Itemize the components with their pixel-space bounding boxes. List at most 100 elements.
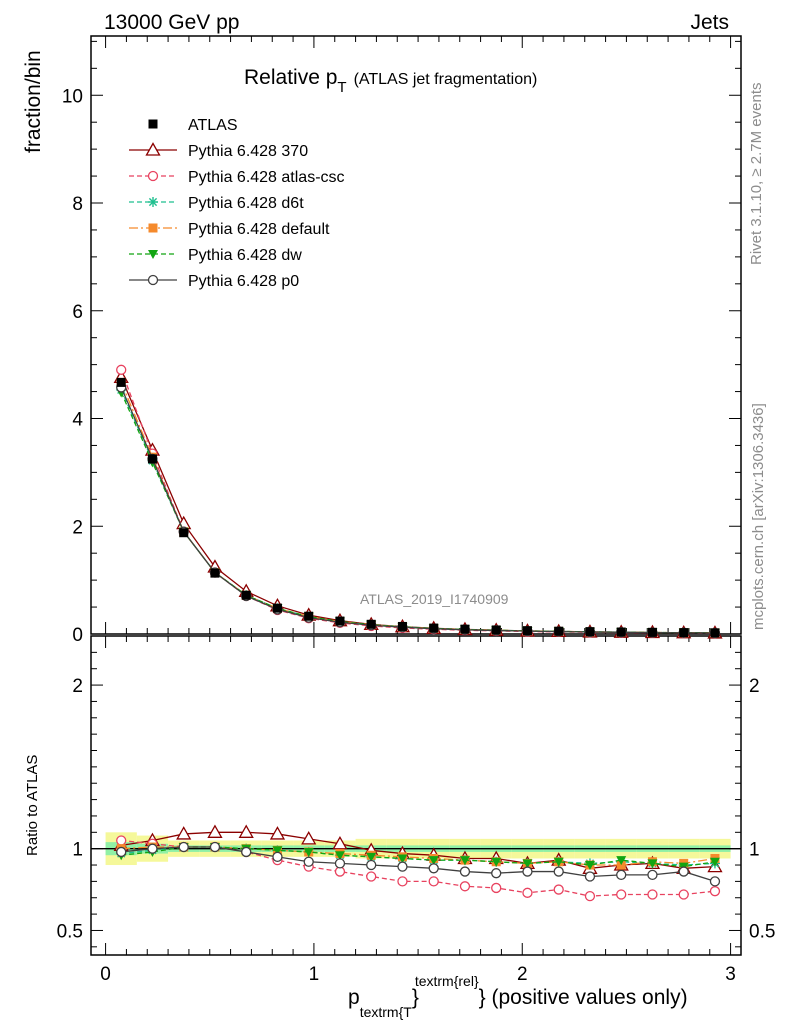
legend-label: Pythia 6.428 370 <box>188 143 308 160</box>
data-point <box>554 626 564 636</box>
x-tick-label: 1 <box>309 964 320 985</box>
legend-marker-stroke <box>148 197 158 207</box>
legend-entry: Pythia 6.428 370 <box>129 142 308 160</box>
data-point <box>710 628 720 638</box>
mcplots-label: mcplots.cern.ch [arXiv:1306.3436] <box>750 403 767 630</box>
ratio-point <box>178 841 189 853</box>
data-point <box>616 627 626 637</box>
legend-marker <box>148 197 158 207</box>
data-point <box>147 454 157 464</box>
legend-label: ATLAS <box>188 117 238 134</box>
ratio-point <box>272 846 283 856</box>
plot-title: Relative pT (ATLAS jet fragmentation) <box>244 66 537 96</box>
ratio-point <box>647 869 658 880</box>
series-pythia-6-428-370 <box>113 369 723 874</box>
ratio-point <box>459 881 471 892</box>
ratio-point <box>428 876 439 887</box>
data-point <box>241 590 251 600</box>
ratio-point <box>301 831 317 845</box>
legend-label: Pythia 6.428 atlas-csc <box>188 169 345 186</box>
ratio-point <box>176 826 192 840</box>
data-point <box>491 625 501 635</box>
ratio-point <box>238 824 254 838</box>
ratio-tick-label-right: 2 <box>749 676 760 697</box>
ratio-point <box>209 841 221 853</box>
ratio-point <box>709 876 721 887</box>
legend-label: Pythia 6.428 d6t <box>188 195 304 212</box>
legend-marker <box>147 170 159 182</box>
x-axis-title-tail: } (positive values only) <box>479 986 688 1009</box>
data-point <box>366 619 376 629</box>
y-tick-label: 2 <box>72 517 83 538</box>
data-point <box>116 377 126 387</box>
legend: ATLAS Pythia 6.428 370 Pythia 6.428 atlas-… <box>129 117 345 290</box>
ratio-point <box>366 852 377 862</box>
ratio-point <box>366 871 377 882</box>
ratio-point <box>647 859 658 869</box>
y-tick-label: 10 <box>62 86 83 107</box>
series-line-top <box>120 387 715 634</box>
ratio-point <box>584 890 596 902</box>
ratio-point <box>491 882 502 894</box>
x-axis-title-p: p <box>348 986 360 1009</box>
ratio-axis-title: Ratio to ATLAS <box>24 755 41 856</box>
ratio-tick-label-right: 1 <box>749 840 760 861</box>
data-point <box>429 623 439 633</box>
ratio-point <box>553 884 564 895</box>
ratio-point <box>616 856 627 866</box>
ratio-point <box>303 856 314 867</box>
ratio-tick-label: 2 <box>72 676 83 697</box>
plot-title-rest: (ATLAS jet fragmentation) <box>354 71 538 88</box>
legend-entry: ATLAS <box>148 117 238 134</box>
ratio-point <box>428 856 439 866</box>
data-point <box>647 627 657 637</box>
ratio-point <box>303 847 314 857</box>
legend-marker <box>148 119 158 129</box>
data-point <box>460 624 470 634</box>
data-point <box>179 528 189 538</box>
data-point <box>679 628 689 638</box>
x-axis-title-brace: } <box>412 986 419 1009</box>
ratio-point <box>678 866 689 877</box>
ratio-panel-frame <box>90 635 742 956</box>
data-point <box>272 603 282 613</box>
ratio-point <box>522 866 533 877</box>
series-atlas-data <box>116 377 720 638</box>
ratio-point <box>616 889 627 900</box>
ratio-point <box>709 857 720 867</box>
legend-entry: Pythia 6.428 atlas-csc <box>129 169 345 186</box>
y-tick-label: 4 <box>72 410 83 431</box>
legend-marker <box>148 250 158 259</box>
ratio-point <box>397 861 408 872</box>
x-axis-title-sub: textrm{T <box>360 1004 413 1020</box>
ratio-point <box>147 843 158 854</box>
data-point <box>304 611 314 621</box>
data-point <box>522 626 532 636</box>
ratio-point <box>616 869 627 880</box>
ratio-point <box>709 886 721 897</box>
ratio-tick-label: 0.5 <box>57 921 83 942</box>
ratio-point <box>397 854 408 864</box>
ratio-point <box>334 851 345 861</box>
data-point <box>335 616 345 626</box>
series-layer <box>113 364 723 902</box>
legend-marker <box>145 142 161 156</box>
legend-entry: Pythia 6.428 d6t <box>129 195 304 212</box>
ratio-point <box>334 858 346 869</box>
y-axis-title: fraction/bin <box>22 50 45 153</box>
ratio-point <box>397 876 408 887</box>
legend-label: Pythia 6.428 dw <box>188 247 302 264</box>
ratio-point <box>428 863 439 874</box>
ratio-point <box>241 846 252 858</box>
x-tick-label: 0 <box>100 964 111 985</box>
data-point <box>585 627 595 637</box>
legend-entry: Pythia 6.428 default <box>129 221 330 238</box>
legend-label: Pythia 6.428 default <box>188 221 330 238</box>
series-point <box>116 364 127 375</box>
series-pythia-6-428-default <box>116 377 720 870</box>
series-line-ratio <box>121 846 716 883</box>
y-tick-label: 8 <box>72 194 83 215</box>
y-tick-label: 0 <box>72 625 83 646</box>
ratio-point <box>459 866 471 877</box>
